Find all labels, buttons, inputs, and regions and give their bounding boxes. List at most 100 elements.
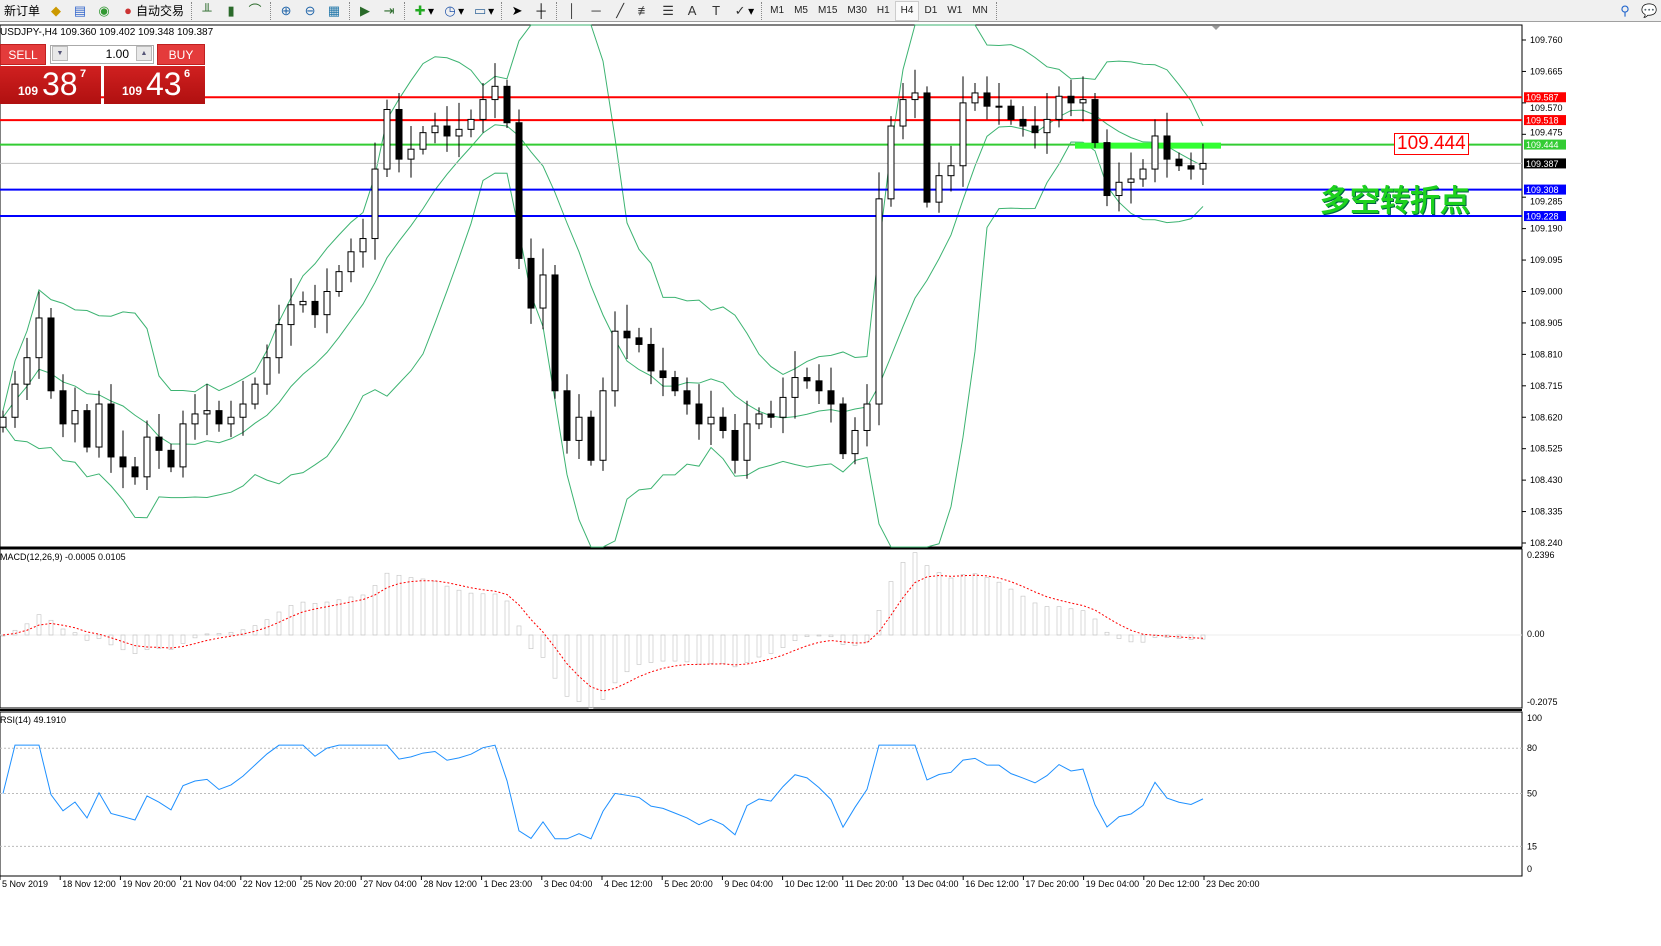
timeframe-h1[interactable]: H1 xyxy=(876,5,890,16)
trendline-button[interactable]: ╱ xyxy=(608,1,632,21)
time-tick-label: 25 Nov 20:00 xyxy=(303,879,357,889)
bull-candle xyxy=(35,317,43,359)
timeframe-h4[interactable]: H4 xyxy=(894,0,920,21)
bull-candle xyxy=(995,105,1003,108)
timeframe-d1[interactable]: D1 xyxy=(924,5,938,16)
bull-candle xyxy=(359,238,367,253)
chart-shift-button[interactable]: ▶ xyxy=(353,1,377,21)
zoom-in-button[interactable]: ⊕ xyxy=(274,1,298,21)
price-tick-label: 109.665 xyxy=(1530,66,1563,76)
text-button[interactable]: A xyxy=(680,1,704,21)
bull-candle xyxy=(707,416,715,425)
buy-button[interactable]: BUY xyxy=(157,44,205,65)
timeframe-mn[interactable]: MN xyxy=(972,5,988,16)
fibonacci-button[interactable]: ☰ xyxy=(656,1,680,21)
level-price-label[interactable]: 109.444 xyxy=(1394,133,1469,155)
horizontal-line-button[interactable]: ─ xyxy=(584,1,608,21)
bear-candle xyxy=(59,390,67,425)
time-tick-label: 4 Dec 12:00 xyxy=(604,879,653,889)
line-chart-button[interactable]: ⌒ xyxy=(243,1,267,21)
bull-candle xyxy=(875,198,883,405)
macd-histogram-bar xyxy=(1068,608,1074,636)
price-tick-label: 109.760 xyxy=(1530,35,1563,45)
bar-chart-icon: ╨ xyxy=(202,2,212,18)
macd-histogram-bar xyxy=(132,634,138,654)
arrows-button[interactable]: ✓ ▾ xyxy=(728,1,758,21)
crosshair-icon: ┼ xyxy=(536,2,546,18)
channel-button[interactable]: ≢ xyxy=(632,1,656,21)
zoom-out-button[interactable]: ⊖ xyxy=(298,1,322,21)
vertical-line-button[interactable]: │ xyxy=(560,1,584,21)
macd-histogram-bar xyxy=(888,581,894,636)
search-button[interactable]: ⚲ xyxy=(1613,1,1637,21)
macd-histogram-bar xyxy=(36,614,42,636)
toolbar: 新订单 ◆ ▤ ◉ ● 自动交易 ╨ ▮ ⌒ ⊕ ⊖ ▦ ▶ ⇥ ✚ ▾ ◷ ▾ ▭ ▾… xyxy=(0,0,1661,22)
sell-price[interactable]: 109 38 7 xyxy=(0,66,101,104)
tile-windows-button[interactable]: ▦ xyxy=(322,1,346,21)
timeframe-m30[interactable]: M30 xyxy=(847,5,867,16)
tile-icon: ▦ xyxy=(327,2,341,18)
macd-histogram-bar xyxy=(672,634,678,662)
macd-signal-line xyxy=(2,574,1204,692)
divider xyxy=(501,1,503,20)
time-tick-label: 16 Dec 12:00 xyxy=(965,879,1019,889)
fibonacci-icon: ☰ xyxy=(662,2,674,18)
bull-candle xyxy=(1139,168,1147,180)
pivot-annotation[interactable]: 多空转折点 xyxy=(1320,184,1470,219)
auto-trade-button[interactable]: ● 自动交易 xyxy=(116,1,188,21)
navigator-button[interactable]: ◆ xyxy=(44,1,68,21)
time-tick-label: 20 Dec 12:00 xyxy=(1146,879,1200,889)
bear-candle xyxy=(815,380,823,392)
macd-histogram-bar xyxy=(648,634,654,663)
bear-candle xyxy=(83,410,91,448)
timeframe-m15[interactable]: M15 xyxy=(817,5,838,16)
chart-area[interactable]: 109.760 109.665 109.570 109.475 109.285 109.1… xyxy=(0,23,1661,946)
cursor-button[interactable]: ➤ xyxy=(505,1,529,21)
macd-histogram-bar xyxy=(216,633,222,636)
rsi-label: RSI(14) 49.1910 xyxy=(0,715,67,725)
time-tick-label: 13 Dec 04:00 xyxy=(905,879,959,889)
price-tick-label: 108.525 xyxy=(1530,444,1563,454)
text-label-button[interactable]: T xyxy=(704,1,728,21)
timeframe-m1[interactable]: M1 xyxy=(770,5,785,16)
macd-histogram-bar xyxy=(108,634,114,646)
horizontal-line-icon: ─ xyxy=(591,2,601,18)
bull-candle xyxy=(383,108,391,170)
price-tick-label: 108.620 xyxy=(1530,412,1563,422)
lot-decrease-button[interactable]: ▼ xyxy=(52,46,68,61)
new-order-button[interactable]: 新订单 xyxy=(0,1,44,21)
timeframe-w1[interactable]: W1 xyxy=(947,5,963,16)
bear-candle xyxy=(983,92,991,107)
bull-candle xyxy=(887,125,895,200)
timeframe-m5[interactable]: M5 xyxy=(794,5,808,16)
macd-histogram-bar xyxy=(612,634,618,684)
lot-increase-button[interactable]: ▲ xyxy=(136,46,152,61)
time-tick-label: 11 Dec 20:00 xyxy=(845,879,898,889)
text-label-icon: T xyxy=(712,2,721,18)
macd-histogram-bar xyxy=(660,634,666,662)
chat-button[interactable]: 💬 xyxy=(1637,1,1661,21)
terminal-button[interactable]: ▤ xyxy=(68,1,92,21)
candle-chart-button[interactable]: ▮ xyxy=(219,1,243,21)
macd-histogram-bar xyxy=(576,634,582,702)
time-tick-label: 17 Dec 20:00 xyxy=(1025,879,1079,889)
crosshair-button[interactable]: ┼ xyxy=(529,1,553,21)
macd-histogram-bar xyxy=(1140,634,1146,643)
bull-candle xyxy=(455,128,463,137)
bear-candle xyxy=(659,370,667,379)
buy-price[interactable]: 109 43 6 xyxy=(104,66,205,104)
time-tick-label: 22 Nov 12:00 xyxy=(243,879,297,889)
templates-button[interactable]: ▭ ▾ xyxy=(473,2,495,18)
macd-histogram-bar xyxy=(24,623,30,636)
time-tick-label: 5 Dec 20:00 xyxy=(664,879,713,889)
price-tick-label: 109.475 xyxy=(1530,128,1563,138)
macd-histogram-bar xyxy=(120,634,126,651)
bear-candle xyxy=(1019,118,1027,127)
bar-chart-button[interactable]: ╨ xyxy=(195,1,219,21)
periods-button[interactable]: ◷ ▾ xyxy=(438,1,468,21)
indicators-button[interactable]: ✚ ▾ xyxy=(408,1,438,21)
autoscroll-button[interactable]: ⇥ xyxy=(377,1,401,21)
signals-button[interactable]: ◉ xyxy=(92,1,116,21)
lot-size-input[interactable]: 1.00 xyxy=(50,45,154,64)
sell-button[interactable]: SELL xyxy=(0,44,46,65)
